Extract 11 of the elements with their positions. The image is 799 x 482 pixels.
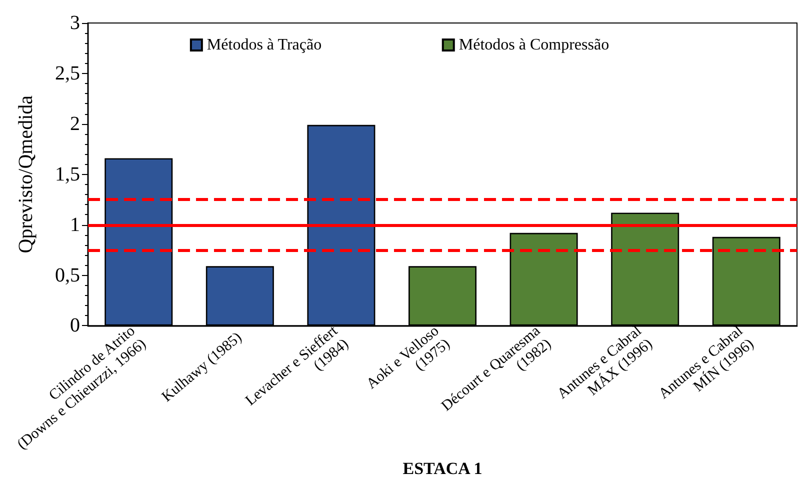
legend-label: Métodos à Tração xyxy=(206,36,322,54)
y-tick-label: 2 xyxy=(70,112,80,135)
y-tick-label: 1,5 xyxy=(55,163,80,186)
y-tick-label: 1 xyxy=(70,214,80,236)
y-tick-label: 2,5 xyxy=(55,62,80,84)
y-axis-title: Qprevisto/Qmedida xyxy=(15,95,37,254)
y-tick-label: 0,5 xyxy=(55,264,80,286)
x-axis-title: ESTACA 1 xyxy=(402,459,482,478)
y-tick-label: 3 xyxy=(70,12,80,34)
y-tick-label: 0 xyxy=(70,314,80,337)
legend-label: Métodos à Compressão xyxy=(458,36,610,54)
